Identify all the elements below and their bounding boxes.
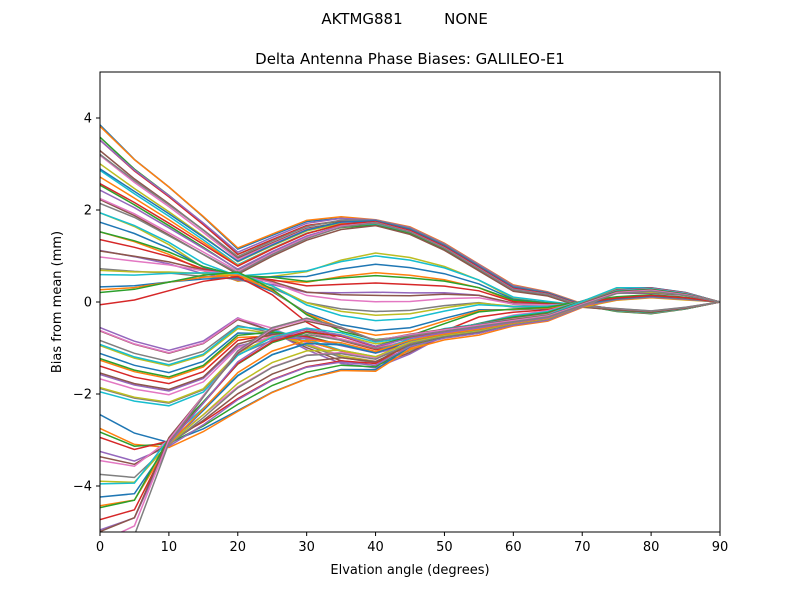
x-axis-ticks: 0 10 20 30 40 50 60 70 80 90 (96, 532, 728, 555)
chart-title: Delta Antenna Phase Biases: GALILEO-E1 (255, 50, 565, 68)
x-tick-label: 40 (367, 540, 384, 555)
x-tick-label: 80 (643, 540, 660, 555)
x-tick-label: 50 (436, 540, 453, 555)
x-tick-label: 10 (161, 540, 178, 555)
y-axis-label: Bias from mean (mm) (50, 231, 65, 373)
series-layer (100, 124, 720, 532)
x-tick-label: 70 (574, 540, 591, 555)
series-line (100, 202, 720, 312)
x-tick-label: 30 (298, 540, 315, 555)
x-tick-label: 60 (505, 540, 522, 555)
y-tick-label: −2 (73, 388, 92, 403)
x-tick-label: 20 (230, 540, 247, 555)
x-tick-label: 0 (96, 540, 104, 555)
x-tick-label: 90 (712, 540, 729, 555)
suptitle-radome: NONE (444, 10, 488, 28)
y-axis-ticks: −4 −2 0 2 4 (73, 112, 100, 495)
y-tick-label: 0 (84, 296, 92, 311)
x-axis-label: Elvation angle (degrees) (330, 563, 489, 578)
suptitle-station: AKTMG881 (321, 10, 402, 28)
y-tick-label: 2 (84, 204, 92, 219)
series-line (134, 290, 720, 532)
y-tick-label: 4 (84, 112, 92, 127)
y-tick-label: −4 (73, 480, 92, 495)
